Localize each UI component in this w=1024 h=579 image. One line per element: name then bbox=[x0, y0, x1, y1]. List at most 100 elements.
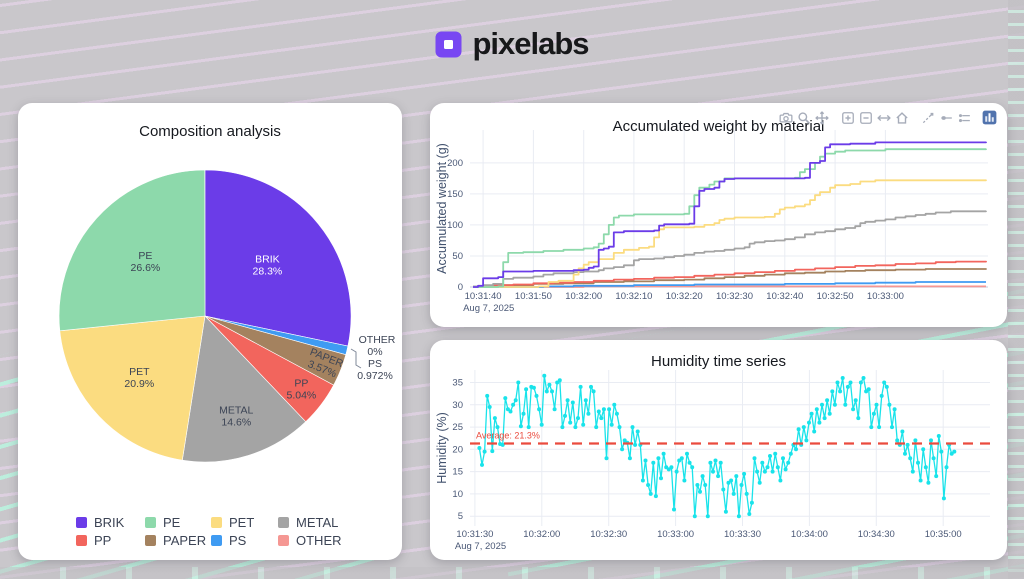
humidity-marker[interactable] bbox=[563, 413, 567, 418]
humidity-marker[interactable] bbox=[661, 451, 666, 456]
humidity-marker[interactable] bbox=[518, 424, 523, 429]
humidity-marker[interactable] bbox=[905, 442, 910, 447]
humidity-marker[interactable] bbox=[601, 407, 606, 412]
humidity-marker[interactable] bbox=[923, 465, 928, 470]
humidity-marker[interactable] bbox=[851, 407, 856, 412]
humidity-marker[interactable] bbox=[508, 409, 513, 414]
humidity-marker[interactable] bbox=[871, 411, 876, 416]
humidity-marker[interactable] bbox=[939, 449, 944, 454]
humidity-marker[interactable] bbox=[843, 402, 848, 407]
humidity-marker[interactable] bbox=[729, 478, 734, 483]
humidity-marker[interactable] bbox=[547, 382, 552, 387]
legend-item-other[interactable]: OTHER bbox=[278, 533, 342, 548]
humidity-marker[interactable] bbox=[794, 447, 798, 452]
humidity-marker[interactable] bbox=[596, 409, 601, 414]
humidity-marker[interactable] bbox=[612, 402, 617, 407]
humidity-marker[interactable] bbox=[856, 416, 861, 421]
humidity-marker[interactable] bbox=[760, 460, 765, 465]
humidity-marker[interactable] bbox=[830, 389, 835, 394]
humidity-marker[interactable] bbox=[568, 420, 573, 425]
humidity-marker[interactable] bbox=[796, 427, 801, 432]
humidity-marker[interactable] bbox=[539, 422, 544, 427]
humidity-marker[interactable] bbox=[674, 469, 679, 474]
humidity-marker[interactable] bbox=[788, 451, 793, 456]
humidity-marker[interactable] bbox=[825, 398, 830, 403]
reset-axes-icon[interactable] bbox=[894, 110, 909, 125]
humidity-marker[interactable] bbox=[583, 398, 588, 403]
humidity-marker[interactable] bbox=[884, 384, 889, 389]
humidity-marker[interactable] bbox=[835, 380, 840, 385]
humidity-marker[interactable] bbox=[511, 402, 516, 407]
humidity-marker[interactable] bbox=[781, 456, 785, 461]
legend-item-brik[interactable]: BRIK bbox=[76, 515, 124, 530]
humidity-marker[interactable] bbox=[944, 465, 949, 470]
pie-slice-pe[interactable] bbox=[58, 169, 206, 332]
hover-closest-icon[interactable] bbox=[938, 110, 953, 125]
humidity-marker[interactable] bbox=[814, 407, 819, 412]
humidity-marker[interactable] bbox=[822, 416, 827, 421]
humidity-marker[interactable] bbox=[747, 512, 752, 516]
humidity-marker[interactable] bbox=[900, 429, 905, 434]
humidity-marker[interactable] bbox=[640, 478, 645, 483]
humidity-marker[interactable] bbox=[840, 376, 845, 380]
humidity-marker[interactable] bbox=[929, 438, 933, 443]
humidity-marker[interactable] bbox=[560, 425, 565, 430]
humidity-marker[interactable] bbox=[817, 420, 822, 425]
humidity-marker[interactable] bbox=[552, 407, 557, 412]
humidity-marker[interactable] bbox=[635, 429, 640, 434]
humidity-marker[interactable] bbox=[845, 384, 850, 389]
humidity-marker[interactable] bbox=[578, 384, 583, 389]
humidity-marker[interactable] bbox=[646, 483, 651, 487]
zoom-out-icon[interactable] bbox=[858, 110, 873, 125]
humidity-marker[interactable] bbox=[879, 393, 884, 398]
plotly-logo-icon[interactable] bbox=[982, 110, 997, 125]
humidity-marker[interactable] bbox=[783, 467, 788, 472]
humidity-marker[interactable] bbox=[482, 449, 487, 454]
humidity-marker[interactable] bbox=[716, 474, 721, 479]
humidity-marker[interactable] bbox=[687, 460, 692, 465]
humidity-marker[interactable] bbox=[576, 416, 580, 421]
legend-item-ps[interactable]: PS bbox=[211, 533, 246, 548]
humidity-marker[interactable] bbox=[487, 405, 492, 409]
humidity-marker[interactable] bbox=[731, 491, 736, 496]
humidity-marker[interactable] bbox=[492, 416, 497, 421]
humidity-marker[interactable] bbox=[827, 411, 832, 416]
humidity-marker[interactable] bbox=[495, 425, 500, 430]
humidity-marker[interactable] bbox=[516, 380, 521, 385]
humidity-marker[interactable] bbox=[874, 402, 879, 407]
humidity-marker[interactable] bbox=[648, 491, 653, 496]
humidity-marker[interactable] bbox=[685, 451, 689, 456]
humidity-marker[interactable] bbox=[718, 460, 723, 465]
humidity-marker[interactable] bbox=[931, 456, 936, 461]
humidity-marker[interactable] bbox=[918, 478, 923, 483]
humidity-marker[interactable] bbox=[570, 400, 575, 405]
humidity-marker[interactable] bbox=[490, 449, 495, 454]
humidity-marker[interactable] bbox=[542, 373, 547, 378]
humidity-marker[interactable] bbox=[604, 456, 609, 461]
humidity-marker[interactable] bbox=[544, 389, 549, 394]
humidity-marker[interactable] bbox=[485, 393, 490, 398]
humidity-marker[interactable] bbox=[916, 460, 920, 465]
humidity-marker[interactable] bbox=[908, 456, 913, 461]
humidity-marker[interactable] bbox=[887, 402, 892, 407]
humidity-marker[interactable] bbox=[739, 483, 744, 487]
humidity-marker[interactable] bbox=[744, 491, 749, 496]
humidity-marker[interactable] bbox=[786, 460, 791, 465]
legend-item-paper[interactable]: PAPER bbox=[145, 533, 206, 548]
humidity-marker[interactable] bbox=[503, 396, 508, 401]
humidity-marker[interactable] bbox=[700, 474, 705, 479]
humidity-marker[interactable] bbox=[768, 454, 772, 458]
humidity-marker[interactable] bbox=[513, 398, 518, 403]
humidity-marker[interactable] bbox=[755, 469, 760, 474]
humidity-marker[interactable] bbox=[910, 469, 915, 474]
humidity-marker[interactable] bbox=[775, 465, 780, 470]
humidity-marker[interactable] bbox=[682, 478, 687, 483]
humidity-marker[interactable] bbox=[882, 380, 887, 385]
humidity-marker[interactable] bbox=[651, 460, 656, 465]
humidity-marker[interactable] bbox=[762, 469, 767, 474]
humidity-marker[interactable] bbox=[557, 378, 562, 383]
humidity-marker[interactable] bbox=[721, 487, 726, 492]
humidity-marker[interactable] bbox=[565, 398, 570, 403]
humidity-marker[interactable] bbox=[773, 451, 778, 456]
